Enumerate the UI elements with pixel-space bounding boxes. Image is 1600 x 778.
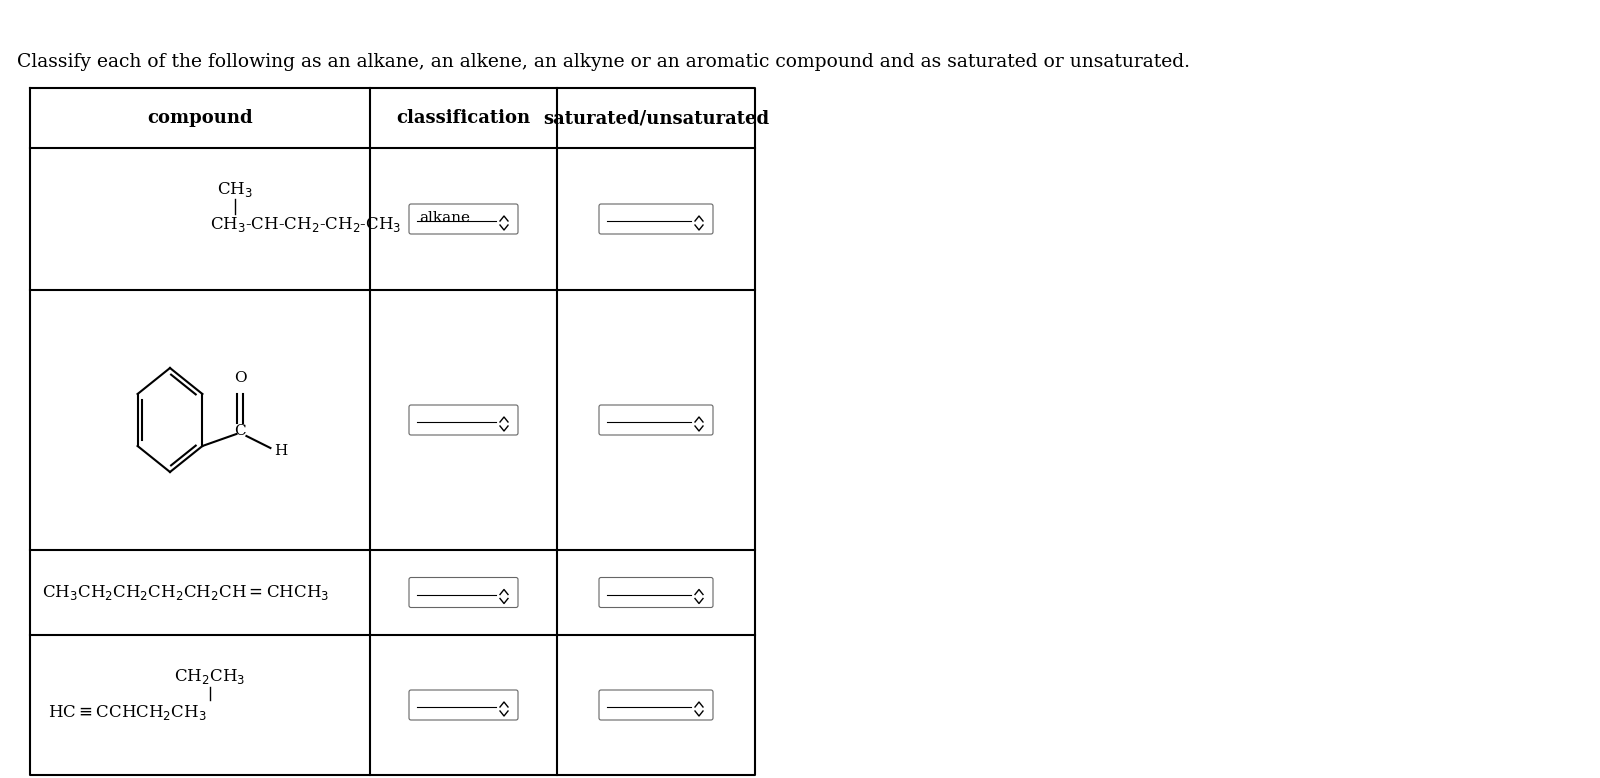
Text: CH$_3$CH$_2$CH$_2$CH$_2$CH$_2$CH$=$CHCH$_3$: CH$_3$CH$_2$CH$_2$CH$_2$CH$_2$CH$=$CHCH$… (42, 583, 330, 602)
FancyBboxPatch shape (410, 690, 518, 720)
Text: Classify each of the following as an alkane, an alkene, an alkyne or an aromatic: Classify each of the following as an alk… (18, 53, 1190, 71)
Text: CH$_3$: CH$_3$ (218, 180, 253, 198)
FancyBboxPatch shape (598, 405, 714, 435)
Text: saturated/unsaturated: saturated/unsaturated (542, 109, 770, 127)
FancyBboxPatch shape (410, 204, 518, 234)
Text: C: C (235, 424, 246, 438)
Text: O: O (234, 371, 246, 385)
Text: alkane: alkane (419, 211, 470, 225)
Text: compound: compound (147, 109, 253, 127)
Text: CH$_2$CH$_3$: CH$_2$CH$_3$ (174, 668, 245, 686)
FancyBboxPatch shape (410, 577, 518, 608)
FancyBboxPatch shape (598, 690, 714, 720)
FancyBboxPatch shape (598, 204, 714, 234)
Text: classification: classification (397, 109, 531, 127)
FancyBboxPatch shape (598, 577, 714, 608)
Text: CH$_3$-CH-CH$_2$-CH$_2$-CH$_3$: CH$_3$-CH-CH$_2$-CH$_2$-CH$_3$ (210, 215, 402, 233)
Text: H: H (274, 444, 286, 458)
Text: HC$\equiv$CCHCH$_2$CH$_3$: HC$\equiv$CCHCH$_2$CH$_3$ (48, 703, 206, 723)
FancyBboxPatch shape (410, 405, 518, 435)
